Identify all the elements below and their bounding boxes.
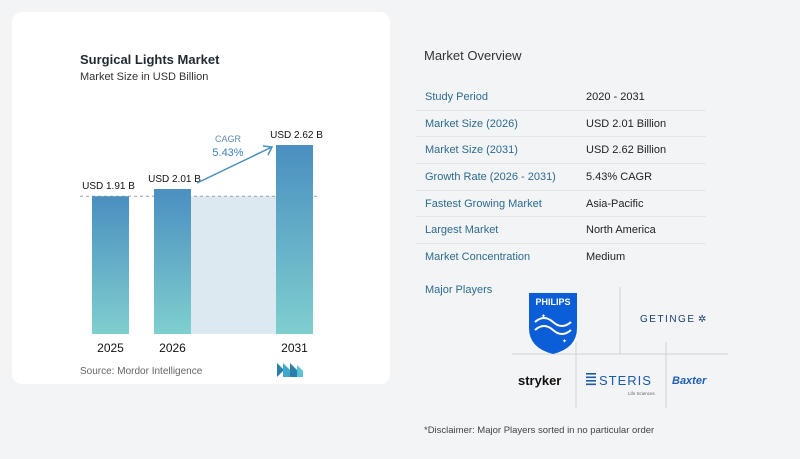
svg-text:✦: ✦	[562, 338, 567, 345]
overview-value: Medium	[586, 251, 626, 264]
overview-row: Fastest Growing Market Asia-Pacific	[416, 191, 706, 218]
overview-label: Market Size (2026)	[425, 117, 518, 130]
overview-value: USD 2.01 Billion	[586, 117, 667, 130]
cagr-value: 5.43%	[212, 147, 243, 159]
overview-row: Study Period 2020 - 2031	[416, 84, 706, 111]
getinge-wordmark: GETINGE	[640, 314, 696, 325]
x-tick-label: 2025	[97, 341, 124, 355]
major-players-label: Major Players	[425, 284, 493, 296]
overview-row: Market Size (2026) USD 2.01 Billion	[416, 111, 706, 138]
chart-title: Surgical Lights Market	[80, 52, 220, 67]
overview-row: Growth Rate (2026 - 2031) 5.43% CAGR	[416, 164, 706, 191]
overview-row: Market Concentration Medium	[416, 244, 706, 271]
cagr-band	[191, 196, 276, 334]
overview-value: 2020 - 2031	[586, 90, 645, 103]
source-note: Source: Mordor Intelligence	[80, 366, 203, 377]
cagr-arrow	[196, 146, 273, 184]
philips-wordmark: PHILIPS	[535, 297, 570, 307]
baxter-logo-icon: Baxter	[672, 375, 707, 387]
disclaimer-note: *Disclaimer: Major Players sorted in no …	[424, 425, 655, 436]
overview-value: USD 2.62 Billion	[586, 144, 667, 157]
bar	[154, 189, 191, 334]
overview-value: North America	[586, 224, 656, 237]
overview-label: Fastest Growing Market	[425, 197, 542, 210]
bar-chart: USD 1.91 B 2025 USD 2.01 B 2026 USD 2.62 B 20…	[80, 130, 323, 355]
x-tick-label: 2031	[281, 341, 308, 355]
bar-data-label: USD 2.62 B	[270, 130, 323, 141]
bar	[92, 196, 129, 334]
x-tick-label: 2026	[159, 341, 186, 355]
overview-value: Asia-Pacific	[586, 197, 644, 210]
overview-label: Market Concentration	[425, 251, 531, 264]
market-overview-table: Study Period 2020 - 2031 Market Size (20…	[416, 84, 706, 271]
stryker-logo-icon: stryker	[518, 373, 561, 388]
getinge-logo-icon: GETINGE ✲	[640, 314, 706, 325]
overview-row: Market Size (2031) USD 2.62 Billion	[416, 137, 706, 165]
bar-data-label: USD 2.01 B	[148, 174, 201, 185]
overview-label: Largest Market	[425, 224, 499, 237]
steris-tagline: Life Sciences	[628, 391, 656, 396]
bar	[276, 145, 313, 334]
philips-logo-icon: PHILIPS ✦ ✦	[529, 293, 577, 354]
market-overview-title: Market Overview	[424, 48, 522, 63]
overview-row: Largest Market North America	[416, 217, 706, 245]
overview-label: Market Size (2031)	[425, 144, 518, 157]
overview-label: Growth Rate (2026 - 2031)	[425, 170, 556, 183]
cagr-arrowhead	[262, 145, 274, 156]
overview-label: Study Period	[425, 90, 488, 103]
mordor-intelligence-logo-icon	[277, 363, 303, 377]
svg-text:✲: ✲	[698, 314, 706, 325]
bar-data-label: USD 1.91 B	[82, 181, 135, 192]
steris-wordmark: STERIS	[599, 373, 652, 388]
chart-subtitle: Market Size in USD Billion	[80, 71, 209, 83]
svg-text:✦: ✦	[541, 313, 546, 320]
cagr-label: CAGR	[215, 134, 242, 144]
steris-logo-icon: STERIS Life Sciences	[586, 373, 656, 396]
overview-value: 5.43% CAGR	[586, 170, 653, 183]
